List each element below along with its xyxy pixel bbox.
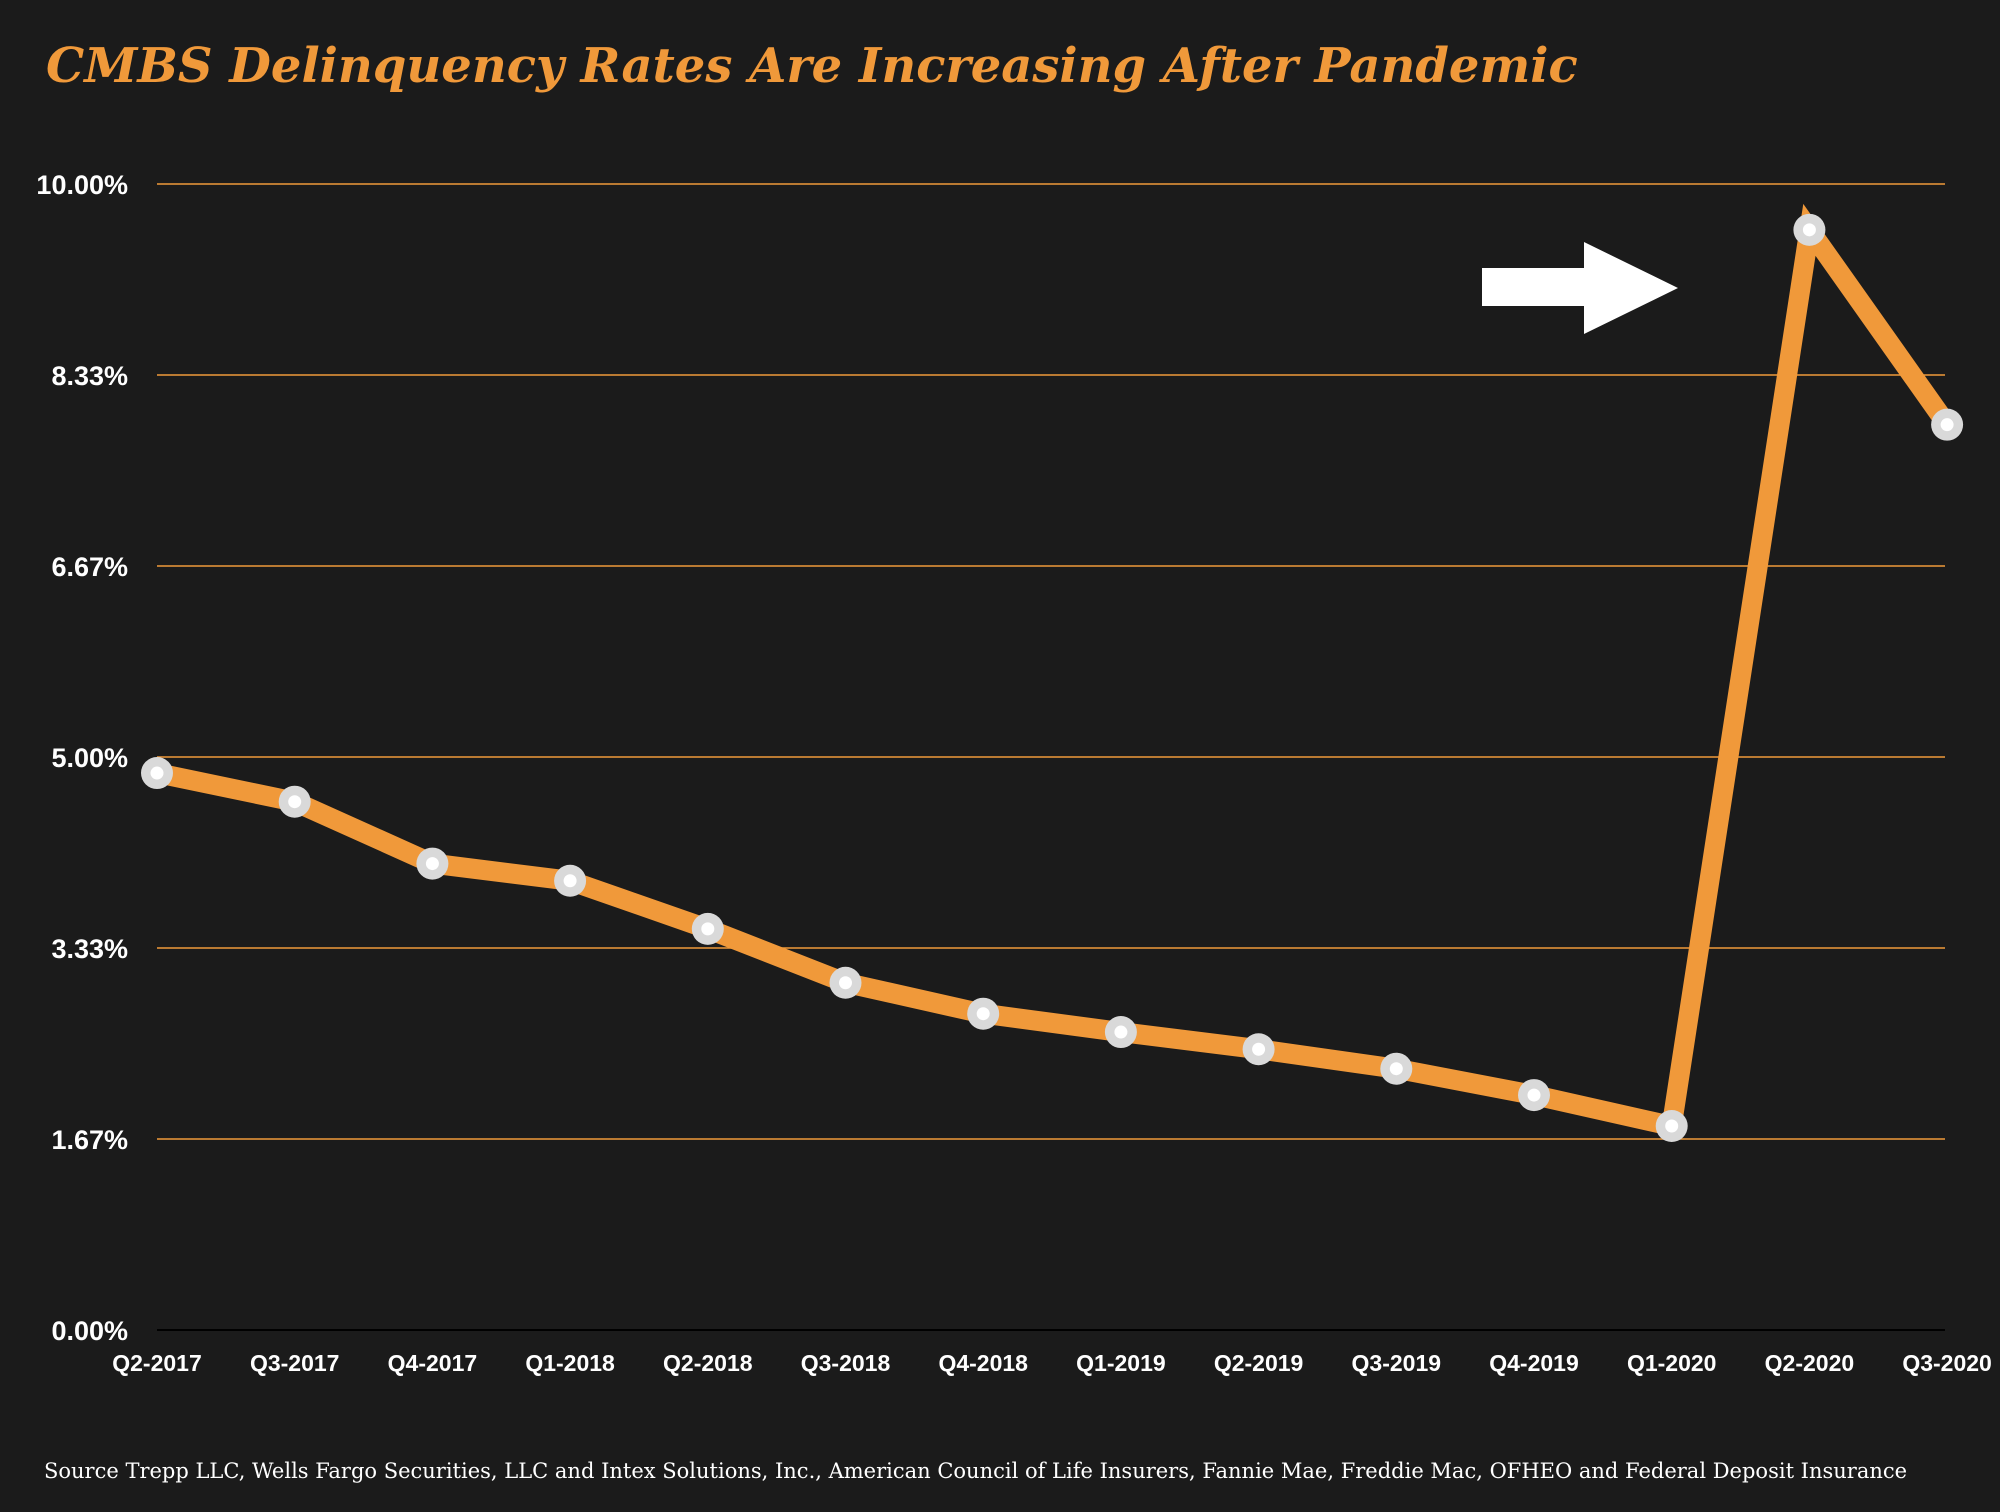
- data-point-center: [1527, 1088, 1541, 1102]
- y-tick-label: 0.00%: [51, 1316, 128, 1346]
- data-point: [1104, 1016, 1137, 1049]
- data-point-center: [1252, 1042, 1266, 1056]
- x-tick-label: Q1-2020: [1627, 1350, 1717, 1376]
- data-point-center: [1389, 1062, 1403, 1076]
- data-point-center: [1940, 418, 1954, 432]
- data-point: [1655, 1110, 1688, 1143]
- x-tick-label: Q3-2018: [801, 1350, 891, 1376]
- y-tick-label: 6.67%: [51, 552, 128, 582]
- x-tick-label: Q3-2019: [1352, 1350, 1442, 1376]
- data-point-center: [150, 766, 164, 780]
- x-tick-label: Q2-2018: [663, 1350, 753, 1376]
- data-point: [967, 997, 1000, 1030]
- data-point-center: [1665, 1119, 1679, 1133]
- data-point-center: [563, 874, 577, 888]
- data-point: [829, 966, 862, 999]
- data-point: [416, 847, 449, 880]
- x-tick-label: Q4-2017: [388, 1350, 478, 1376]
- x-tick-label: Q2-2020: [1765, 1350, 1855, 1376]
- x-tick-label: Q4-2018: [938, 1350, 1028, 1376]
- y-axis-ticks: 0.00% 1.67% 3.33% 5.00% 6.67% 8.33% 10.00%: [36, 170, 128, 1346]
- annotations: [1482, 242, 1678, 334]
- data-point: [141, 757, 173, 790]
- x-tick-label: Q1-2019: [1076, 1350, 1166, 1376]
- data-point-center: [976, 1007, 990, 1021]
- annotation-arrow: [1482, 242, 1678, 334]
- data-point: [1793, 213, 1826, 246]
- x-tick-label: Q2-2019: [1214, 1350, 1304, 1376]
- x-tick-label: Q4-2019: [1489, 1350, 1579, 1376]
- data-point-center: [1802, 223, 1816, 237]
- data-point-center: [1114, 1025, 1128, 1039]
- data-point-center: [839, 976, 852, 990]
- x-tick-label: Q2-2017: [112, 1350, 202, 1376]
- x-tick-label: Q1-2018: [525, 1350, 615, 1376]
- y-tick-label: 5.00%: [51, 743, 128, 773]
- data-point: [278, 785, 311, 818]
- series-line: [154, 203, 1956, 1139]
- y-tick-label: 8.33%: [51, 361, 128, 391]
- x-axis-ticks: Q2-2017 Q3-2017 Q4-2017 Q1-2018 Q2-2018 Q3-20…: [112, 1350, 1992, 1376]
- y-tick-label: 1.67%: [51, 1125, 128, 1155]
- series: [141, 203, 1964, 1143]
- chart-title: CMBS Delinquency Rates Are Increasing Af…: [46, 38, 1578, 94]
- data-point: [1380, 1052, 1413, 1085]
- data-point: [1931, 408, 1964, 441]
- y-tick-label: 10.00%: [36, 170, 128, 200]
- x-tick-label: Q3-2020: [1902, 1350, 1992, 1376]
- data-point: [1242, 1033, 1275, 1066]
- data-point-center: [425, 857, 439, 871]
- source-note: Source Trepp LLC, Wells Fargo Securities…: [44, 1459, 1907, 1483]
- data-point: [1518, 1079, 1550, 1112]
- y-tick-label: 3.33%: [51, 934, 128, 964]
- data-point: [554, 864, 587, 897]
- data-point: [691, 912, 724, 945]
- data-point-center: [701, 922, 715, 936]
- x-tick-label: Q3-2017: [250, 1350, 340, 1376]
- grid: [157, 183, 1945, 1331]
- data-point-center: [288, 795, 302, 809]
